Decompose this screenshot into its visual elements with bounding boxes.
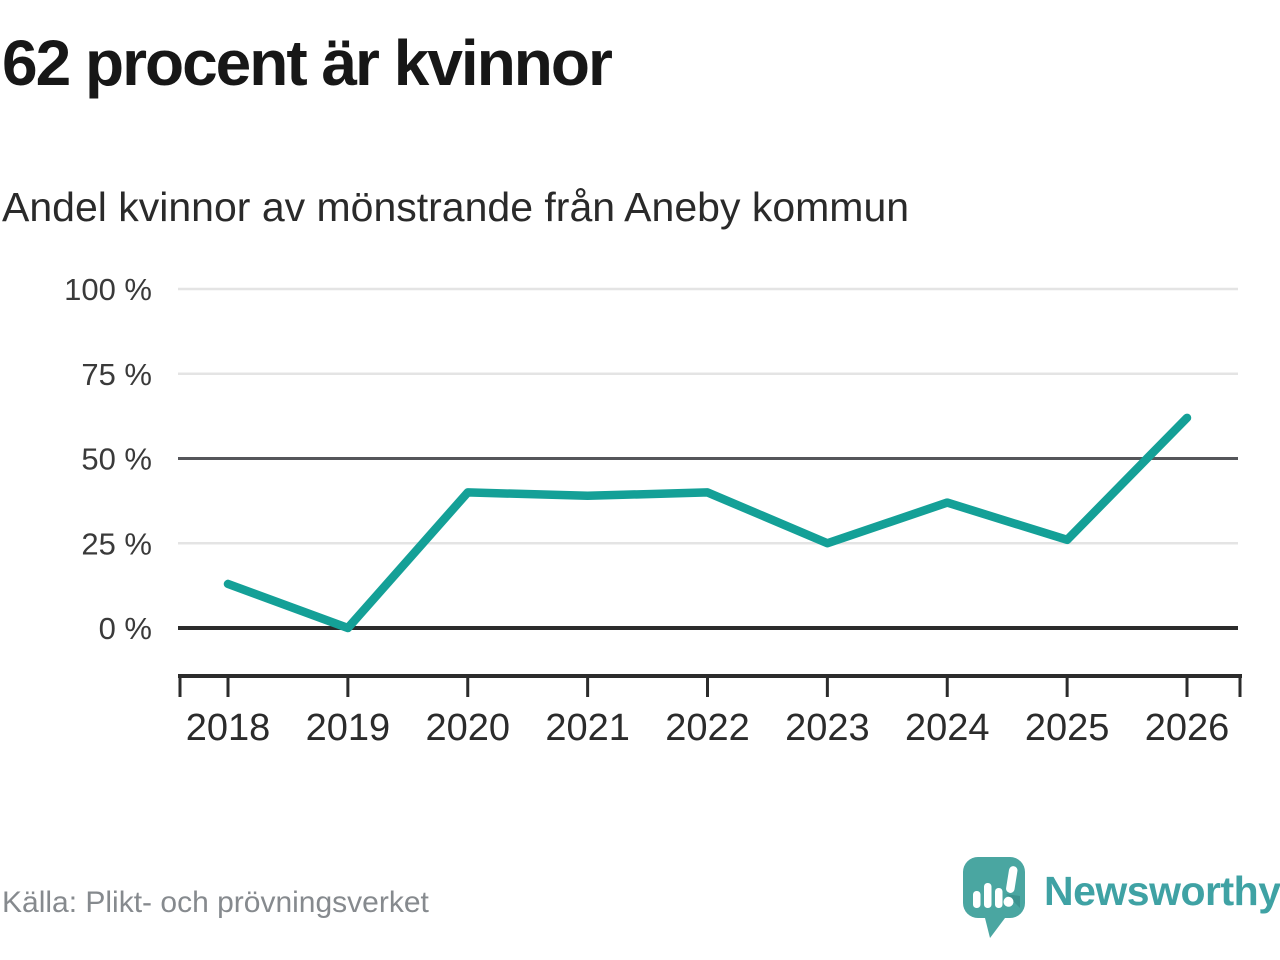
x-tick-label: 2024 bbox=[905, 707, 990, 749]
x-tick-label: 2023 bbox=[785, 707, 870, 749]
x-tick-label: 2022 bbox=[665, 707, 750, 749]
x-tick-label: 2021 bbox=[545, 707, 630, 749]
x-tick-label: 2025 bbox=[1025, 707, 1110, 749]
x-tick-label: 2020 bbox=[425, 707, 510, 749]
source-note: Källa: Plikt- och prövningsverket bbox=[2, 886, 429, 919]
x-tick-label: 2026 bbox=[1145, 707, 1230, 749]
y-tick-label: 50 % bbox=[81, 442, 152, 477]
newsworthy-chart-bubble-icon bbox=[963, 857, 1025, 938]
y-tick-label: 0 % bbox=[99, 611, 152, 646]
x-tick-label: 2019 bbox=[306, 707, 391, 749]
page-title: 62 procent är kvinnor bbox=[2, 27, 613, 99]
newsworthy-wordmark: Newsworthy bbox=[1044, 868, 1280, 914]
y-tick-label: 75 % bbox=[81, 357, 152, 392]
data-line-andel-kvinnor bbox=[223, 413, 1192, 633]
chart-subtitle: Andel kvinnor av mönstrande från Aneby k… bbox=[2, 184, 910, 230]
newsworthy-logo[interactable]: Newsworthy bbox=[962, 856, 1280, 940]
y-tick-label: 100 % bbox=[64, 272, 152, 307]
y-tick-label: 25 % bbox=[81, 526, 152, 561]
x-tick-label: 2018 bbox=[186, 707, 271, 749]
